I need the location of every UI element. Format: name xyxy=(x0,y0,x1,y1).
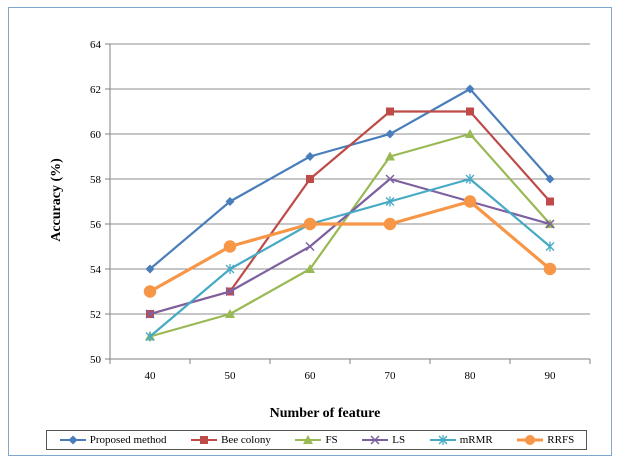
data-point xyxy=(465,174,475,184)
chart-frame xyxy=(8,7,612,456)
data-point xyxy=(386,107,394,116)
x-tick-label: 50 xyxy=(225,370,237,382)
y-tick-label: 50 xyxy=(90,354,102,366)
x-tick-label: 70 xyxy=(385,370,397,382)
data-point xyxy=(305,152,315,161)
legend-marker xyxy=(438,435,448,445)
y-tick-label: 62 xyxy=(90,84,101,96)
x-tick-label: 90 xyxy=(545,370,557,382)
y-tick-label: 58 xyxy=(90,174,102,186)
data-point xyxy=(465,84,475,94)
x-tick-label: 80 xyxy=(465,370,477,382)
series-line xyxy=(149,177,551,316)
y-tick-labels: 50 52 54 56 58 60 62 64 xyxy=(90,39,102,366)
legend-swatch xyxy=(362,435,389,445)
y-tick-label: 60 xyxy=(90,129,102,141)
data-point xyxy=(305,264,315,273)
data-point xyxy=(385,196,395,207)
x-tick-label: 40 xyxy=(145,370,157,382)
legend-label: Bee colony xyxy=(221,434,271,446)
series-line xyxy=(149,132,551,338)
series-fs xyxy=(145,129,555,341)
data-point xyxy=(145,264,155,274)
legend-marker xyxy=(525,435,536,445)
legend-item: RRFS xyxy=(516,434,574,446)
legend: Proposed method Bee colony FS LS mRMR RRFS xyxy=(46,430,587,450)
x-tick-labels: 40 50 60 70 80 90 xyxy=(109,359,591,382)
legend-label: Proposed method xyxy=(89,434,167,446)
data-point xyxy=(303,217,317,231)
data-point xyxy=(306,175,314,183)
legend-swatch xyxy=(517,435,544,445)
data-point xyxy=(225,286,235,297)
series-line xyxy=(149,177,551,338)
legend-label: LS xyxy=(392,434,406,446)
data-point xyxy=(143,285,157,298)
data-point xyxy=(385,129,395,139)
legend-marker xyxy=(370,435,380,445)
legend-item: Proposed method xyxy=(59,434,167,446)
data-point xyxy=(225,197,235,206)
legend-label: FS xyxy=(325,434,338,446)
data-point xyxy=(545,241,555,252)
legend-item: LS xyxy=(361,434,405,446)
y-tick-label: 54 xyxy=(90,264,102,276)
data-point xyxy=(145,331,155,342)
data-point xyxy=(225,264,235,274)
data-point xyxy=(545,219,555,229)
data-point xyxy=(305,241,315,252)
legend-swatch xyxy=(429,435,456,445)
series-group xyxy=(143,84,557,342)
legend-swatch xyxy=(59,435,86,445)
legend-marker xyxy=(303,435,314,444)
series-line xyxy=(149,199,552,293)
data-point xyxy=(223,240,237,253)
series-ls xyxy=(145,174,555,319)
data-point xyxy=(225,309,235,318)
legend-item: Bee colony xyxy=(190,434,271,446)
legend-marker xyxy=(68,435,78,445)
y-tick-label: 52 xyxy=(90,309,101,321)
data-point xyxy=(466,107,474,116)
legend-label: RRFS xyxy=(547,434,575,446)
data-point xyxy=(145,309,155,319)
x-tick-label: 60 xyxy=(305,370,317,382)
legend-item: mRMR xyxy=(429,434,493,446)
data-point xyxy=(385,174,395,184)
legend-swatch xyxy=(191,436,218,444)
data-point xyxy=(465,129,475,138)
legend-swatch xyxy=(295,435,322,444)
y-tick-label: 64 xyxy=(90,39,102,51)
data-point xyxy=(545,174,555,184)
legend-label: mRMR xyxy=(459,434,493,446)
series-rrfs xyxy=(143,195,557,298)
data-point xyxy=(463,195,477,208)
y-axis-title: Accuracy (%) xyxy=(49,158,64,242)
data-point xyxy=(543,262,557,276)
legend-marker xyxy=(200,436,209,444)
x-axis-title: Number of feature xyxy=(270,406,381,421)
y-tick-label: 56 xyxy=(90,219,102,231)
data-point xyxy=(546,197,554,206)
data-point xyxy=(383,217,397,231)
legend-item: FS xyxy=(294,434,338,446)
data-point xyxy=(385,151,395,161)
